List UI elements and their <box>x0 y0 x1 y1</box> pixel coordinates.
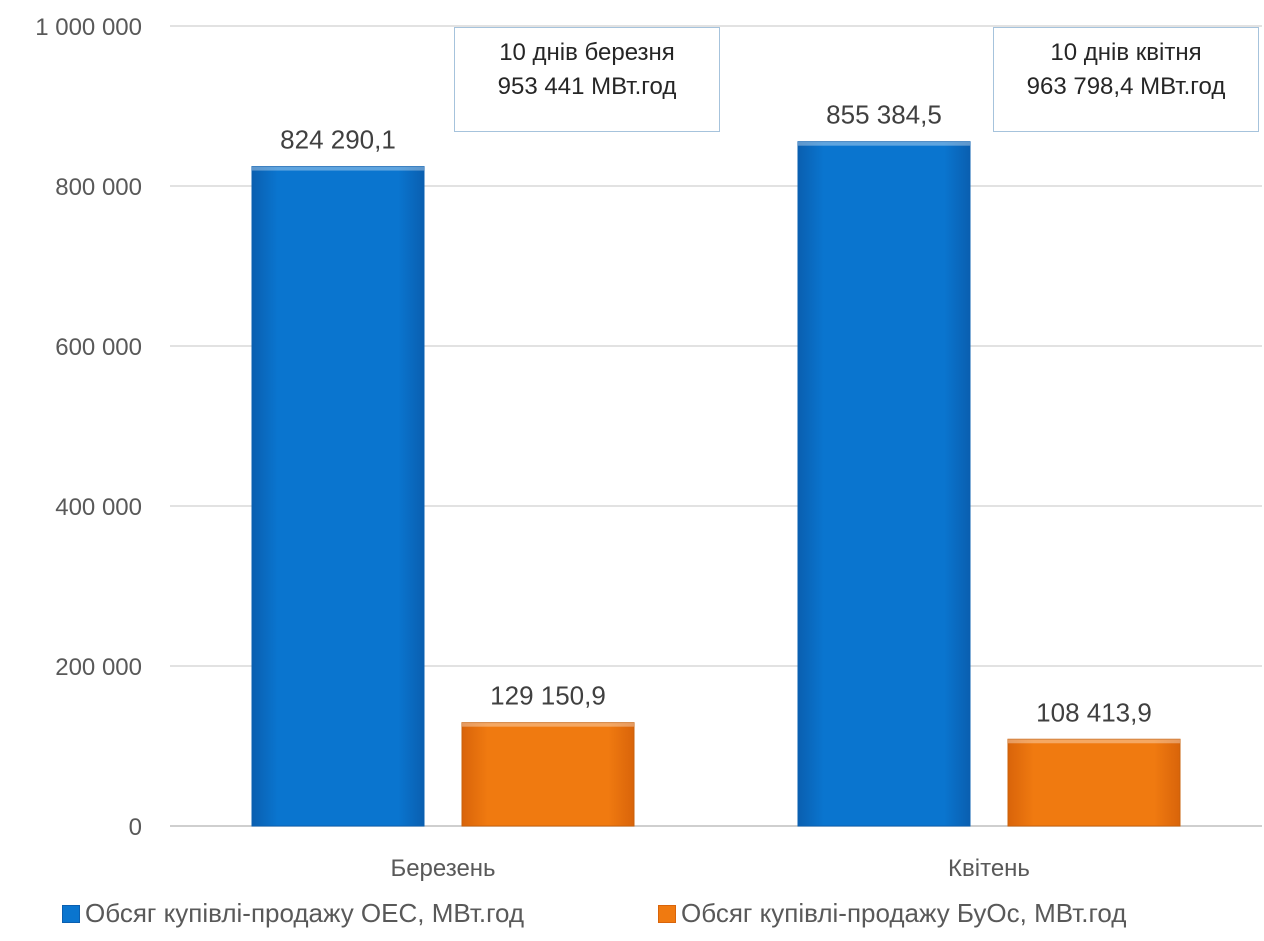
data-labels: 824 290,1 129 150,9 855 384,5 108 413,9 <box>280 100 1152 728</box>
callout-march: 10 днів березня 953 441 МВт.год <box>454 27 720 132</box>
callout-april-line2: 963 798,4 МВт.год <box>1026 73 1226 100</box>
bar-highlight <box>462 722 634 727</box>
bar-oes <box>251 166 425 827</box>
bar-highlight <box>1008 739 1180 744</box>
y-tick-label: 600 000 <box>55 334 142 361</box>
y-tick-label: 1 000 000 <box>35 14 142 41</box>
y-tick-label: 800 000 <box>55 174 142 201</box>
legend-item-oes: Обсяг купівлі-продажу ОЕС, МВт.год <box>62 898 524 929</box>
callout-march-line2: 953 441 МВт.год <box>497 73 677 100</box>
y-tick-label: 0 <box>129 814 142 841</box>
legend-swatch-oes <box>62 904 80 923</box>
x-category-label: Березень <box>390 855 495 882</box>
x-axis-category-labels: Березень Квітень <box>390 855 1030 882</box>
callout-april: 10 днів квітня 963 798,4 МВт.год <box>993 27 1259 132</box>
bar-buos <box>461 722 635 827</box>
bar-highlight <box>252 166 424 171</box>
y-axis-tick-labels: 0 200 000 400 000 600 000 800 000 1 000 000 <box>35 14 142 841</box>
bars <box>251 141 1181 827</box>
y-tick-label: 200 000 <box>55 654 142 681</box>
bar-oes <box>797 141 971 827</box>
bar-highlight <box>798 141 970 146</box>
data-label: 129 150,9 <box>490 681 606 711</box>
callout-march-line1: 10 днів березня <box>499 39 675 66</box>
y-tick-label: 400 000 <box>55 494 142 521</box>
data-label: 855 384,5 <box>826 100 942 130</box>
bar-buos <box>1007 738 1181 827</box>
legend-swatch-buos <box>658 904 676 923</box>
legend-item-buos: Обсяг купівлі-продажу БуОс, МВт.год <box>658 898 1126 929</box>
legend-label-oes: Обсяг купівлі-продажу ОЕС, МВт.год <box>85 898 525 928</box>
x-category-label: Квітень <box>948 855 1030 882</box>
legend: Обсяг купівлі-продажу ОЕС, МВт.год Обсяг… <box>0 898 1264 938</box>
data-label: 824 290,1 <box>280 125 396 155</box>
callout-april-line1: 10 днів квітня <box>1050 39 1202 66</box>
data-label: 108 413,9 <box>1036 697 1152 727</box>
legend-label-buos: Обсяг купівлі-продажу БуОс, МВт.год <box>681 898 1127 928</box>
